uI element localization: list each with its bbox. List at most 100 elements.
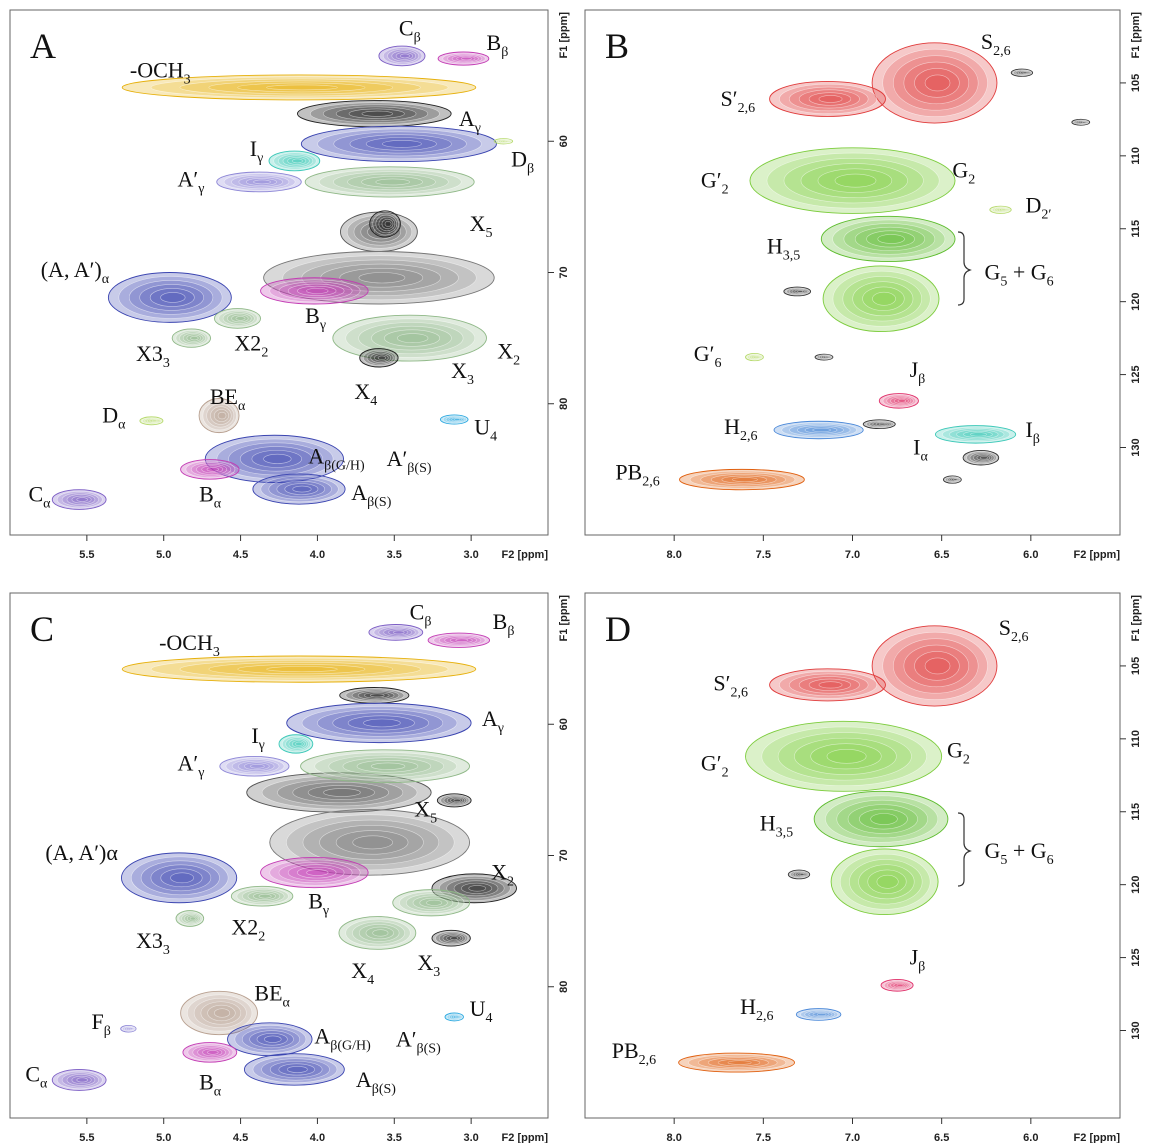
label-subscript: β (104, 1024, 111, 1039)
peak-label: G2 (947, 738, 970, 768)
contour-ring (455, 638, 469, 642)
contour-ring (779, 83, 878, 114)
contour-ring (914, 651, 960, 681)
label-text: I (1025, 417, 1032, 442)
contour-ring (361, 176, 423, 188)
x-tick-label: 3.5 (387, 549, 402, 561)
label-text: A (482, 706, 498, 731)
contour-ring (812, 427, 831, 433)
x-tick-label: 4.0 (310, 549, 325, 561)
panel: 5.5 5.0 4.5 4.0 3.5 3.0 F2 [ppm] 60 70 80 F1 [ppm]… (9, 9, 570, 561)
label-text: G (947, 738, 963, 763)
peak-label: Jβ (910, 357, 926, 387)
contour-ring (356, 760, 419, 773)
label-text: G (952, 157, 968, 182)
contour-ring (867, 869, 907, 894)
y-tick-label: 130 (1130, 1021, 1142, 1039)
label-subscript: α (43, 496, 51, 511)
peak-label: G5 + G6 (984, 260, 1053, 290)
contour-ring (372, 929, 389, 937)
label-text: G (984, 838, 1000, 863)
contour-ring (149, 288, 195, 307)
label-text: S′ (721, 86, 738, 111)
peak-label: X4 (354, 379, 377, 409)
contour-ring (268, 478, 332, 500)
label-text: I (250, 136, 257, 161)
contour-ring (345, 918, 411, 948)
peak (871, 42, 998, 124)
contour-ring (223, 173, 296, 191)
peak-label: BEα (254, 980, 290, 1010)
y-tick-label: 60 (558, 718, 570, 730)
x-axis-label: F2 [ppm] (502, 1132, 549, 1143)
label-text: BE (254, 980, 282, 1005)
peak-label: Aβ(S) (356, 1067, 396, 1097)
label-text: H (760, 810, 776, 835)
contour-ring (236, 887, 289, 905)
x-tick-label: 8.0 (667, 549, 682, 561)
label-subscript: 2,6 (738, 101, 756, 116)
label-text: D (1025, 192, 1041, 217)
peak-label: H2,6 (740, 994, 773, 1024)
contour-ring (924, 657, 951, 675)
label-subscript: 2,6 (740, 429, 758, 444)
peak (269, 809, 471, 876)
contour-ring (193, 997, 247, 1029)
label-subscript: γ (319, 318, 326, 333)
contour-ring (698, 1055, 778, 1070)
label-subscript: γ (497, 721, 504, 736)
contour-ring (688, 1054, 787, 1071)
contour-ring (71, 495, 92, 504)
contour-ring (897, 399, 907, 403)
label-subscript: α (283, 995, 291, 1010)
contour-ring (306, 869, 329, 876)
contour-ring (504, 140, 509, 143)
panel: 8.0 7.5 7.0 6.5 6.0 F2 [ppm] 105 110 115 120 125 13… (584, 592, 1142, 1143)
contour-ring (468, 885, 486, 892)
y-tick-label: 115 (1130, 803, 1142, 821)
contour-ring (700, 472, 786, 487)
contour-ring (382, 140, 422, 148)
label-subscript: 2 (968, 172, 975, 187)
y-axis-label: F1 [ppm] (558, 595, 570, 642)
contour-ring (866, 230, 915, 248)
x-tick-label: 6.0 (1023, 549, 1038, 561)
contour-ring (461, 56, 472, 61)
contour-ring (207, 1004, 236, 1022)
contour-ring (377, 355, 387, 360)
x-tick-label: 3.0 (463, 1132, 478, 1143)
peak-label: A′β(S) (396, 1026, 441, 1056)
label-subscript: γ (256, 151, 263, 166)
contour-ring (269, 859, 361, 886)
contour-ring (689, 470, 796, 489)
contour-ring (251, 450, 302, 468)
label-text: U (470, 996, 486, 1021)
x-tick-label: 5.0 (156, 549, 171, 561)
label-subscript: α (920, 450, 928, 465)
label-text: X (354, 379, 370, 404)
peak-label: X3 (417, 950, 440, 980)
label-text: B (305, 303, 320, 328)
label-subscript: β (507, 624, 514, 639)
label-subscript: 2 (963, 753, 970, 768)
contour-ring (256, 1033, 288, 1046)
label-subscript: α (40, 1077, 48, 1092)
peak-label: U4 (474, 414, 497, 444)
peak-label: Iγ (251, 723, 265, 753)
contour-ring (363, 692, 390, 699)
contour-ring (779, 671, 878, 699)
label-text: B (199, 481, 214, 506)
bracket (957, 812, 972, 887)
contour-ring (317, 709, 444, 737)
contour-ring (843, 223, 936, 255)
y-tick-label: 70 (558, 849, 570, 861)
label-subscript: β (918, 372, 925, 387)
contour-ring (252, 1055, 338, 1083)
contour-ring (150, 76, 449, 99)
peak-label: G′6 (694, 341, 722, 371)
y-tick-label: 70 (558, 266, 570, 278)
label-text: H (767, 233, 783, 258)
contour-ring (732, 477, 758, 482)
y-tick-label: 110 (1130, 147, 1142, 165)
label-text: D (102, 403, 118, 428)
